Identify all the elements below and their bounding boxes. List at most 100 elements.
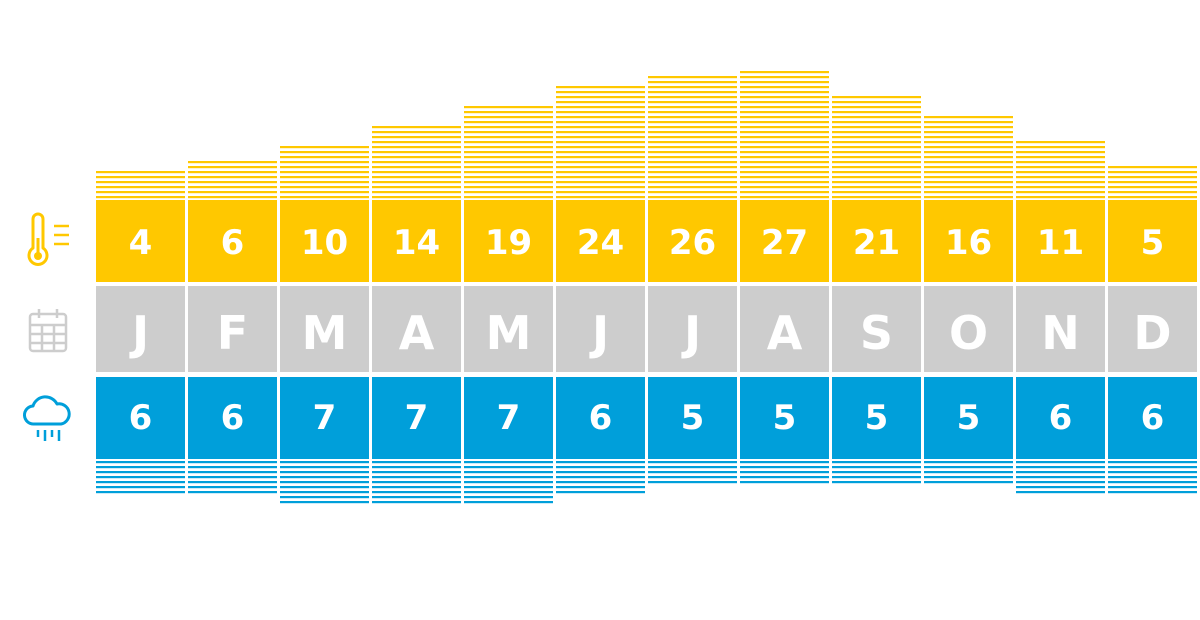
rain-value-12: 6 bbox=[1141, 398, 1165, 438]
temperature-bar-7-stripe bbox=[648, 126, 737, 129]
month-label-4: A bbox=[399, 306, 435, 360]
rain-value-3: 7 bbox=[313, 398, 337, 438]
rain-bar-8-stripe bbox=[740, 461, 829, 464]
temperature-bar-9-stripe bbox=[832, 186, 921, 189]
rain-bar-4-stripe bbox=[372, 466, 461, 469]
rain-bar-7 bbox=[648, 461, 737, 484]
temperature-bar-7-stripe bbox=[648, 161, 737, 164]
temperature-bar-7-stripe bbox=[648, 116, 737, 119]
rain-cell-4 bbox=[372, 377, 461, 459]
temperature-bar-7-stripe bbox=[648, 181, 737, 184]
temperature-bar-8-stripe bbox=[740, 171, 829, 174]
temperature-bar-12-stripe bbox=[1108, 166, 1197, 169]
temperature-bar-4-stripe bbox=[372, 171, 461, 174]
temperature-bar-5-stripe bbox=[464, 141, 553, 144]
rain-bar-1-stripe bbox=[96, 466, 185, 469]
temperature-bar-9-stripe bbox=[832, 146, 921, 149]
temperature-bar-11-stripe bbox=[1016, 176, 1105, 179]
temperature-value-1: 4 bbox=[129, 223, 153, 263]
rain-bar-1-stripe bbox=[96, 491, 185, 494]
temperature-bar-11-stripe bbox=[1016, 186, 1105, 189]
temperature-bar-10-stripe bbox=[924, 171, 1013, 174]
month-label-10: O bbox=[949, 306, 988, 360]
temperature-bar-7-stripe bbox=[648, 166, 737, 169]
temperature-bar-10-stripe bbox=[924, 196, 1013, 199]
rain-bar-6-stripe bbox=[556, 476, 645, 479]
temperature-bar-2-stripe bbox=[188, 176, 277, 179]
rain-bar-3 bbox=[280, 461, 369, 504]
temperature-bar-11-stripe bbox=[1016, 156, 1105, 159]
temperature-bar-6-stripe bbox=[556, 186, 645, 189]
rain-bar-3-stripe bbox=[280, 466, 369, 469]
temperature-bar-7-stripe bbox=[648, 146, 737, 149]
temperature-bar-4-stripe bbox=[372, 141, 461, 144]
rain-bar-5-stripe bbox=[464, 491, 553, 494]
rain-bar-10-stripe bbox=[924, 481, 1013, 484]
rain-bar-9-stripe bbox=[832, 461, 921, 464]
temperature-bar-5-stripe bbox=[464, 176, 553, 179]
rain-bar-6-stripe bbox=[556, 466, 645, 469]
rain-bar-4-stripe bbox=[372, 476, 461, 479]
temperature-bar-5-stripe bbox=[464, 196, 553, 199]
rain-bar-8-stripe bbox=[740, 476, 829, 479]
temperature-bar-1-stripe bbox=[96, 171, 185, 174]
rain-value-8: 5 bbox=[773, 398, 797, 438]
temperature-bar-9-stripe bbox=[832, 126, 921, 129]
temperature-bar-8-stripe bbox=[740, 166, 829, 169]
chart-marks: 4 J 6 6 F 6 10 M 7 14 A 7 19 M 7 24 J 6 26 J 5 27 A 5 21 S 5 16 O 5 11… bbox=[96, 71, 1197, 504]
rain-value-10: 5 bbox=[957, 398, 981, 438]
temperature-bar-10-stripe bbox=[924, 126, 1013, 129]
rain-bar-11-stripe bbox=[1016, 471, 1105, 474]
month-label-1: J bbox=[129, 306, 149, 360]
rain-bar-11 bbox=[1016, 461, 1105, 494]
temperature-bar-5-stripe bbox=[464, 131, 553, 134]
month-label-2: F bbox=[217, 306, 248, 360]
temperature-value-10: 16 bbox=[945, 223, 992, 263]
temperature-bar-1-stripe bbox=[96, 181, 185, 184]
temperature-value-8: 27 bbox=[761, 223, 808, 263]
temperature-bar-2-stripe bbox=[188, 191, 277, 194]
temperature-bar-9-stripe bbox=[832, 161, 921, 164]
temperature-bar-9-stripe bbox=[832, 141, 921, 144]
temperature-bar-11-stripe bbox=[1016, 191, 1105, 194]
rain-bar-10-stripe bbox=[924, 476, 1013, 479]
rain-bar-1-stripe bbox=[96, 461, 185, 464]
rain-bar-9-stripe bbox=[832, 466, 921, 469]
calendar-icon bbox=[28, 309, 68, 353]
temperature-bar-5-stripe bbox=[464, 171, 553, 174]
temperature-bar-4-stripe bbox=[372, 161, 461, 164]
temperature-bar-8-stripe bbox=[740, 136, 829, 139]
temperature-bar-8-stripe bbox=[740, 71, 829, 74]
temperature-bar-10-stripe bbox=[924, 186, 1013, 189]
rain-cell-11 bbox=[1016, 377, 1105, 459]
temperature-bar-4-stripe bbox=[372, 156, 461, 159]
temperature-bar-5-stripe bbox=[464, 121, 553, 124]
temperature-bar-7-stripe bbox=[648, 101, 737, 104]
temperature-bar-8-stripe bbox=[740, 161, 829, 164]
temperature-bar-4-stripe bbox=[372, 151, 461, 154]
temperature-bar-9-stripe bbox=[832, 156, 921, 159]
temperature-bar-7-stripe bbox=[648, 141, 737, 144]
temperature-bar-6-stripe bbox=[556, 191, 645, 194]
rain-bar-10-stripe bbox=[924, 466, 1013, 469]
rain-bar-6-stripe bbox=[556, 461, 645, 464]
temperature-bar-5-stripe bbox=[464, 156, 553, 159]
month-cell-2 bbox=[188, 286, 277, 372]
month-label-8: A bbox=[767, 306, 803, 360]
temperature-bar-9-stripe bbox=[832, 196, 921, 199]
month-cell-8 bbox=[740, 286, 829, 372]
rain-bar-3-stripe bbox=[280, 481, 369, 484]
rain-bar-3-stripe bbox=[280, 491, 369, 494]
temperature-bar-11-stripe bbox=[1016, 181, 1105, 184]
rain-bar-8-stripe bbox=[740, 466, 829, 469]
temperature-bar-12-stripe bbox=[1108, 191, 1197, 194]
temperature-bar-8-stripe bbox=[740, 176, 829, 179]
rain-bar-1-stripe bbox=[96, 481, 185, 484]
temperature-bar-7-stripe bbox=[648, 121, 737, 124]
temperature-bar-7-stripe bbox=[648, 81, 737, 84]
temperature-bar-5-stripe bbox=[464, 126, 553, 129]
rain-bar-4-stripe bbox=[372, 491, 461, 494]
month-cell-9 bbox=[832, 286, 921, 372]
rain-bar-12-stripe bbox=[1108, 491, 1197, 494]
rain-bar-4-stripe bbox=[372, 501, 461, 504]
